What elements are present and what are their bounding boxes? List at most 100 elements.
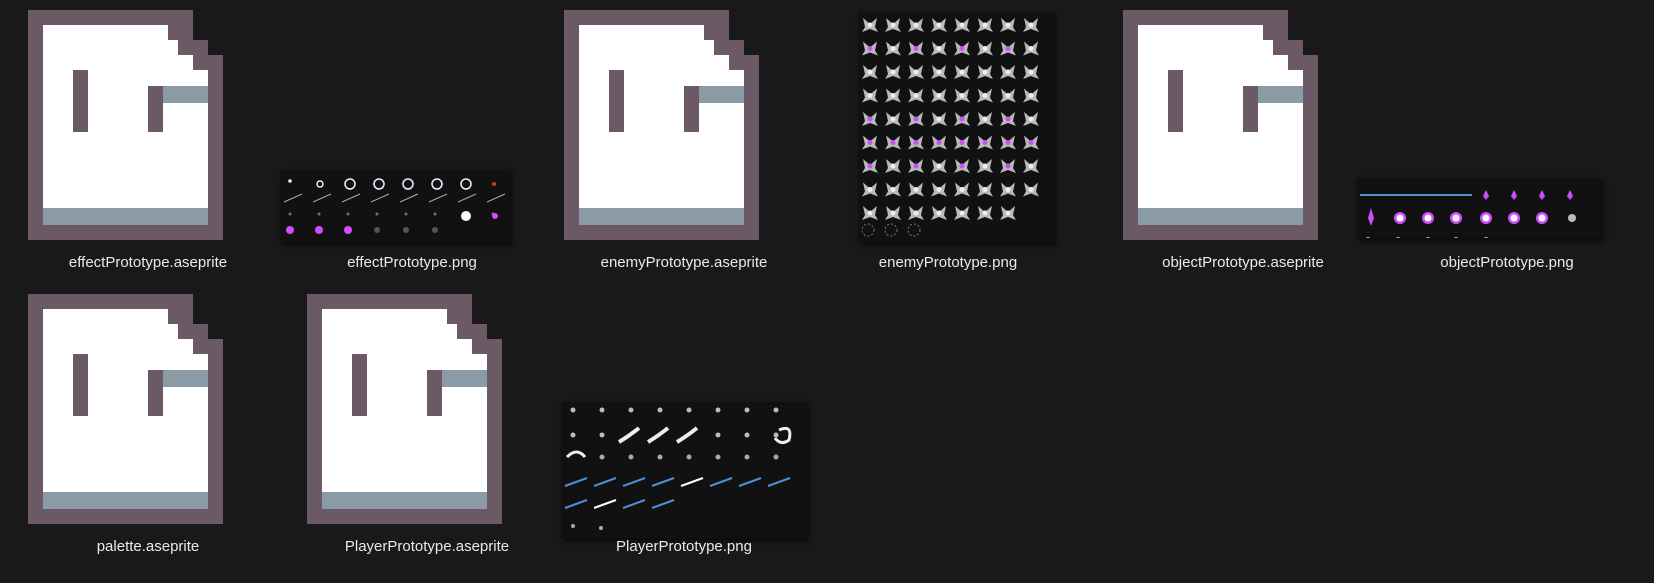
icon-pixel [729, 55, 744, 70]
enemy-sprite [1000, 65, 1016, 79]
sprite-mark [288, 212, 292, 216]
icon-pixel [168, 324, 178, 339]
sprite-mark [370, 193, 390, 203]
enemy-sprite [885, 18, 901, 32]
sprite-mark [738, 477, 762, 487]
sprite-mark [622, 477, 646, 487]
file-name: PlayerPrototype.aseprite [344, 538, 510, 555]
sprite-mark [773, 407, 779, 413]
sprite-mark [1511, 190, 1517, 200]
enemy-sprite [931, 65, 947, 79]
icon-pixel [579, 25, 689, 225]
sprite-mark [715, 432, 721, 438]
icon-pixel [208, 339, 223, 524]
file-tile-palette-aseprite[interactable]: palette.aseprite [18, 292, 278, 562]
enemy-sprite [977, 88, 993, 103]
sprite-mark [373, 178, 385, 190]
icon-pixel [447, 324, 457, 339]
enemy-sprite [1000, 41, 1016, 56]
sprite-mark [713, 499, 723, 509]
sprite-mark [593, 499, 617, 509]
sprite-mark [431, 178, 443, 190]
thumbnail [1113, 8, 1373, 248]
enemy-sprite [1023, 112, 1039, 126]
sprite-sheet-thumbnail [858, 12, 1054, 242]
file-tile-enemyprototype-aseprite[interactable]: enemyPrototype.aseprite [554, 8, 814, 278]
file-tile-effectprototype-aseprite[interactable]: effectPrototype.aseprite [18, 8, 278, 278]
enemy-sprite [908, 135, 924, 150]
aseprite-file-icon [1123, 10, 1318, 240]
enemy-sprite [862, 88, 878, 103]
file-name: enemyPrototype.aseprite [600, 254, 768, 271]
enemy-sprite [885, 206, 901, 220]
enemy-sprite [885, 159, 901, 173]
icon-pixel [148, 370, 163, 416]
file-tile-objectprototype-aseprite[interactable]: objectPrototype.aseprite [1113, 8, 1373, 278]
sprite-mark [1424, 214, 1432, 222]
sprite-mark [283, 193, 303, 203]
enemy-sprite [977, 112, 993, 126]
sprite-mark [646, 426, 670, 444]
sprite-sheet-thumbnail [1356, 178, 1601, 238]
sprite-mark [288, 179, 292, 183]
enemy-sprite [954, 41, 970, 56]
sprite-mark [1483, 237, 1489, 238]
sprite-mark [1396, 214, 1404, 222]
icon-pixel [193, 339, 208, 354]
icon-pixel [432, 339, 487, 509]
enemy-sprite [954, 88, 970, 103]
sprite-mark [744, 407, 750, 413]
icon-pixel [1273, 40, 1288, 55]
file-tile-enemyprototype-png[interactable]: enemyPrototype.png [818, 8, 1078, 278]
sprite-mark [1568, 214, 1576, 222]
icon-pixel [487, 339, 502, 524]
sprite-mark [1365, 237, 1371, 238]
sprite-mark [375, 212, 379, 216]
sprite-mark [341, 193, 361, 203]
sprite-mark [680, 477, 704, 487]
enemy-sprite [977, 65, 993, 79]
sprite-mark [907, 223, 921, 237]
file-tile-playerprototype-png[interactable]: PlayerPrototype.png [554, 292, 814, 562]
sprite-mark [432, 227, 438, 233]
sprite-mark [675, 426, 699, 444]
sprite-mark [599, 526, 603, 530]
sprite-mark [1483, 190, 1489, 200]
sprite-mark [684, 499, 694, 509]
icon-pixel [43, 208, 208, 225]
file-tile-playerprototype-aseprite[interactable]: PlayerPrototype.aseprite [297, 292, 557, 562]
sprite-mark [1538, 214, 1546, 222]
file-tile-objectprototype-png[interactable]: objectPrototype.png [1356, 8, 1637, 278]
thumbnail [818, 8, 1078, 248]
thumbnail [297, 292, 557, 532]
icon-pixel [153, 25, 168, 55]
icon-pixel [744, 55, 759, 240]
sprite-mark [461, 211, 471, 221]
enemy-sprite [977, 135, 993, 150]
icon-pixel [472, 339, 487, 354]
enemy-sprite [931, 88, 947, 103]
sprite-mark [346, 212, 350, 216]
icon-pixel [689, 25, 704, 55]
enemy-sprite [862, 65, 878, 79]
sprite-mark [861, 223, 875, 237]
icon-pixel [684, 86, 699, 132]
enemy-sprite [885, 88, 901, 103]
enemy-sprite [977, 41, 993, 56]
sprite-mark [773, 426, 792, 445]
sprite-mark [742, 499, 752, 509]
icon-pixel [1263, 40, 1273, 55]
sprite-mark [344, 226, 352, 234]
sprite-mark [457, 193, 477, 203]
icon-pixel [1248, 86, 1303, 103]
sprite-mark [1567, 190, 1573, 200]
enemy-sprite [1023, 135, 1039, 150]
sprite-mark [571, 524, 575, 528]
enemy-sprite [954, 206, 970, 220]
enemy-sprite [908, 182, 924, 197]
sprite-mark [1027, 210, 1035, 218]
sprite-mark [773, 454, 779, 460]
icon-pixel [153, 55, 208, 225]
file-tile-effectprototype-png[interactable]: effectPrototype.png [280, 8, 542, 278]
enemy-sprite [931, 182, 947, 197]
